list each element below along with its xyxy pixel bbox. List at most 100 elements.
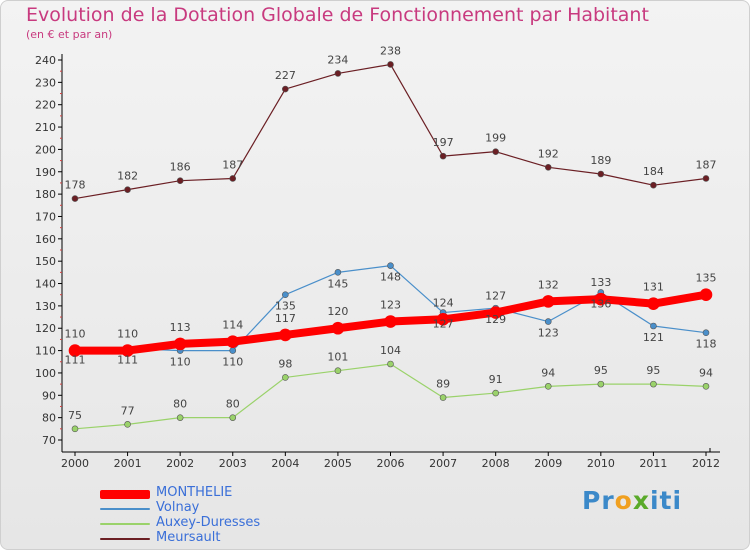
brand-part-2: o	[614, 486, 633, 515]
data-point	[544, 383, 552, 390]
y-tick-label: 90	[42, 389, 56, 402]
x-tick-label: 2003	[219, 457, 247, 470]
data-label: 192	[538, 147, 559, 160]
data-label: 120	[327, 305, 348, 318]
x-tick-label: 2002	[166, 457, 194, 470]
data-point	[331, 321, 345, 335]
data-label: 110	[65, 328, 86, 341]
data-label: 197	[433, 136, 454, 149]
data-point	[282, 85, 289, 93]
data-label: 75	[68, 409, 82, 422]
data-point	[492, 389, 499, 397]
data-point	[124, 421, 131, 428]
data-point	[282, 374, 289, 381]
x-tick-label: 2005	[324, 457, 352, 470]
data-point	[173, 337, 187, 351]
data-label: 131	[643, 281, 664, 294]
data-point	[597, 170, 605, 178]
legend-swatch	[100, 523, 150, 525]
legend-swatch	[100, 508, 150, 510]
data-point	[387, 61, 394, 68]
data-point	[647, 297, 660, 310]
x-tick-label: 2007	[429, 457, 457, 470]
data-label: 89	[436, 378, 450, 391]
y-tick-label: 100	[35, 367, 56, 380]
data-label: 77	[121, 404, 135, 417]
data-label: 94	[541, 366, 555, 379]
data-point	[650, 322, 657, 330]
data-label: 148	[380, 271, 401, 284]
data-label: 110	[170, 356, 191, 369]
data-point	[489, 306, 502, 319]
data-label: 80	[226, 398, 240, 411]
y-tick-label: 170	[35, 210, 56, 223]
y-tick-label: 210	[35, 121, 56, 134]
data-point	[279, 328, 292, 342]
data-point	[229, 347, 237, 354]
y-tick-label: 230	[35, 76, 56, 89]
legend-label: Auxey-Duresses	[156, 515, 261, 530]
legend-label: Meursault	[156, 530, 221, 545]
y-tick-label: 160	[35, 233, 56, 246]
data-point	[439, 152, 447, 160]
data-label: 114	[222, 319, 243, 332]
data-label: 187	[696, 158, 717, 171]
series-line-0	[74, 63, 707, 200]
legend-swatch	[100, 489, 150, 499]
data-label: 132	[538, 278, 559, 291]
data-label: 227	[275, 69, 296, 82]
data-label: 127	[433, 318, 454, 331]
data-point	[544, 163, 552, 171]
x-tick-label: 2011	[639, 457, 667, 470]
x-tick-label: 2004	[271, 457, 299, 470]
x-tick-label: 2000	[61, 457, 89, 470]
data-point	[71, 425, 79, 433]
data-point	[541, 295, 555, 308]
x-tick-label: 2008	[482, 457, 510, 470]
data-point	[282, 291, 289, 299]
y-tick-label: 200	[35, 143, 56, 156]
data-point	[176, 177, 184, 185]
data-label: 182	[117, 170, 138, 183]
data-point	[384, 315, 397, 328]
data-label: 187	[222, 158, 243, 171]
data-label: 178	[65, 179, 86, 192]
data-label: 127	[485, 290, 506, 303]
data-point	[702, 383, 710, 390]
data-point	[226, 335, 240, 348]
data-label: 145	[327, 277, 348, 290]
data-label: 95	[594, 364, 608, 377]
data-point	[334, 70, 342, 77]
brand-logo: Proxiti	[582, 486, 682, 515]
data-label: 94	[699, 366, 713, 379]
data-point	[650, 380, 657, 388]
data-label: 111	[65, 353, 86, 366]
data-point	[699, 288, 713, 302]
data-label: 135	[275, 300, 296, 313]
data-point	[124, 186, 131, 193]
y-tick-label: 120	[35, 322, 56, 335]
data-point	[597, 380, 605, 388]
data-point	[71, 195, 79, 202]
data-label: 136	[590, 297, 611, 310]
brand-part-3: x	[632, 486, 650, 515]
data-label: 234	[327, 53, 348, 66]
data-label: 104	[380, 344, 401, 357]
data-label: 124	[433, 296, 454, 309]
x-tick-label: 2010	[587, 457, 615, 470]
y-tick-label: 190	[35, 166, 56, 179]
y-tick-label: 140	[35, 278, 56, 291]
legend-label: Volnay	[156, 500, 200, 515]
y-tick-label: 240	[35, 54, 56, 67]
data-label: 123	[538, 327, 559, 340]
data-label: 101	[327, 351, 348, 364]
data-label: 135	[696, 272, 717, 285]
data-point	[702, 175, 710, 182]
series-line-1	[74, 363, 707, 430]
data-label: 98	[278, 357, 292, 370]
data-label: 123	[380, 299, 401, 312]
brand-part-4: iti	[649, 486, 683, 515]
data-label: 199	[485, 132, 506, 145]
data-label: 91	[489, 373, 503, 386]
